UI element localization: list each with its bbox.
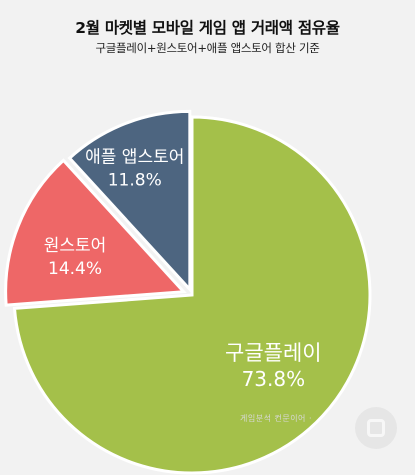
chart-subtitle: 구글플레이+원스토어+애플 앱스토어 합산 기준 bbox=[95, 41, 320, 55]
pie-slice-3 bbox=[67, 109, 192, 294]
slice-label-2: 원스토어 bbox=[44, 236, 107, 256]
slice-value-label-1: 73.8% bbox=[242, 367, 306, 391]
pie-slice-2 bbox=[4, 158, 187, 307]
logo-badge-icon bbox=[355, 407, 397, 449]
slice-value-label-2: 14.4% bbox=[48, 259, 102, 279]
pie-slice-1 bbox=[12, 115, 372, 475]
slice-label-1: 구글플레이 bbox=[225, 341, 322, 365]
chart-title: 2월 마켓별 모바일 게임 앱 거래액 점유율 bbox=[75, 19, 340, 37]
watermark-text: 게임분석 컨문이어 · bbox=[240, 414, 313, 423]
slice-value-label-3: 11.8% bbox=[108, 170, 162, 190]
slice-label-3: 애플 앱스토어 bbox=[85, 147, 184, 167]
